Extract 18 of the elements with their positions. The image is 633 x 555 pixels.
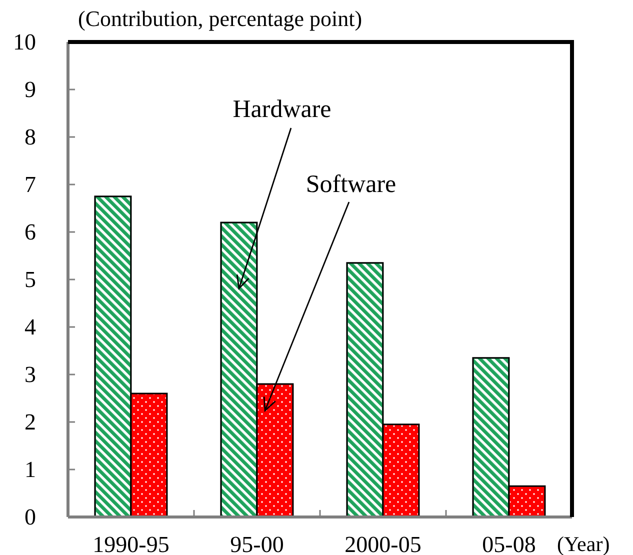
y-tick-label: 0 — [24, 504, 36, 530]
x-tick-label: 05-08 — [482, 532, 536, 555]
x-tick-label: 2000-05 — [344, 532, 422, 555]
text: Software — [306, 171, 396, 198]
y-tick-label: 6 — [24, 220, 36, 244]
y-tick-label: 7 — [24, 172, 36, 197]
y-tick-label: 4 — [24, 314, 36, 340]
y-tick-label: 10 — [13, 30, 36, 54]
y-tick-label: 8 — [24, 124, 36, 150]
y-tick-label: 1 — [24, 457, 36, 482]
x-tick-label: 95-00 — [230, 532, 284, 555]
y-axis-title: (Contribution, percentage point) — [78, 6, 362, 31]
y-tick-label: 3 — [24, 362, 36, 387]
y-tick-label: 5 — [24, 267, 36, 292]
y-tick-label: 9 — [24, 77, 36, 102]
y-tick-label: 2 — [24, 410, 36, 434]
x-tick-label: 1990-95 — [92, 532, 170, 555]
text: Hardware — [232, 96, 332, 123]
